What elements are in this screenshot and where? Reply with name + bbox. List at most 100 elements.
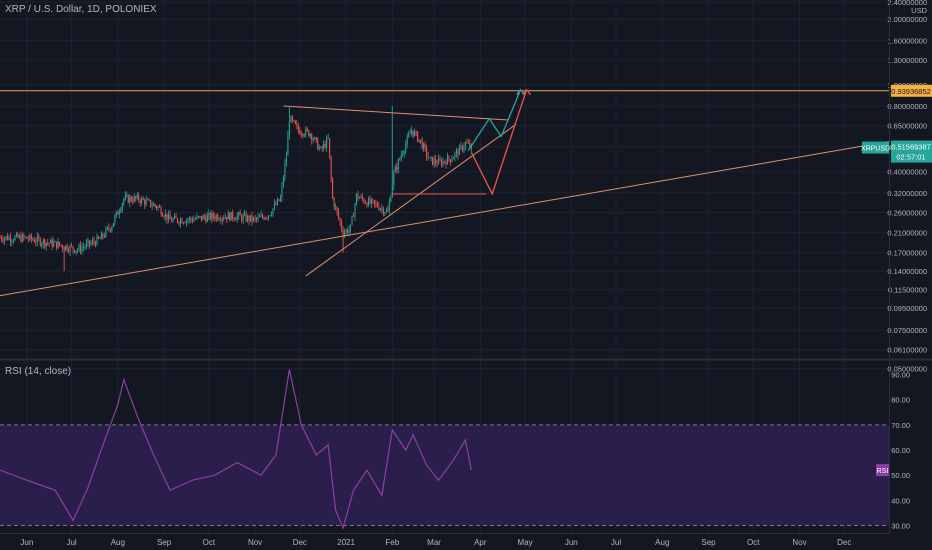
candle-body — [449, 159, 451, 162]
candle-body — [48, 242, 50, 244]
candle-body — [411, 130, 413, 134]
candle-body — [272, 208, 274, 214]
candle-body — [77, 249, 79, 251]
candle-body — [276, 199, 278, 205]
long-support-trendline — [0, 140, 890, 297]
candle-body — [88, 240, 91, 245]
candle-body — [74, 249, 76, 253]
countdown-timer: 02:57:01 — [896, 153, 925, 162]
candle-body — [205, 217, 207, 222]
candle-body — [443, 161, 446, 162]
y-tick-label: 0.17000000 — [887, 249, 927, 258]
x-tick-label: Dec — [837, 538, 851, 547]
candle-body — [65, 245, 67, 250]
candle-body — [430, 157, 432, 158]
candle-body — [159, 206, 161, 208]
candle-body — [306, 128, 308, 131]
candle-body — [448, 156, 450, 160]
candle-body — [8, 237, 10, 240]
bullish-projection-path — [467, 89, 522, 151]
candle-body — [5, 236, 7, 239]
candle-body — [333, 198, 335, 207]
candle-body — [442, 161, 444, 166]
candle-body — [103, 236, 105, 237]
candle-body — [390, 197, 392, 202]
candle-body — [378, 206, 380, 210]
candle-body — [114, 216, 116, 224]
candle-body — [348, 229, 350, 233]
candle-body — [263, 217, 265, 220]
candle-body — [361, 196, 363, 200]
candle-body — [256, 218, 258, 220]
candle-body — [354, 204, 356, 217]
candle-body — [60, 245, 62, 247]
candle-body — [266, 217, 268, 219]
candle-body — [372, 199, 374, 201]
y-tick-label: 2.40000000 — [887, 0, 927, 7]
rsi-tick-label: 30.00 — [891, 521, 910, 530]
candle-body — [455, 150, 457, 153]
candle-body — [148, 199, 150, 201]
rsi-tick-label: 70.00 — [891, 421, 910, 430]
candle-body — [173, 216, 176, 219]
candle-body — [230, 211, 232, 221]
candle-body — [235, 219, 237, 221]
candle-body — [62, 245, 64, 249]
triangle-upper-line — [283, 105, 509, 121]
candle-body — [269, 215, 271, 216]
candle-body — [296, 123, 298, 126]
candle-body — [357, 193, 359, 199]
candle-body — [335, 206, 337, 208]
candle-body — [259, 216, 261, 218]
y-tick-label: 0.06100000 — [887, 346, 927, 355]
candle-body — [72, 246, 74, 250]
candle-body — [420, 139, 422, 141]
candle-body — [17, 233, 19, 238]
x-tick-label: Jun — [565, 538, 578, 547]
y-tick-label: 0.32000000 — [887, 189, 927, 198]
candle-body — [21, 234, 23, 242]
candle-body — [391, 185, 393, 198]
candle-body — [429, 157, 431, 159]
candle-body — [144, 199, 146, 205]
candle-body — [138, 195, 140, 201]
candle-body — [171, 219, 173, 222]
candle-body — [248, 215, 250, 221]
candle-body — [57, 242, 59, 249]
candle-body — [463, 147, 465, 150]
candle-body — [376, 203, 378, 207]
y-tick-label: 0.26000000 — [887, 208, 927, 217]
candle-body — [203, 215, 205, 218]
candle-body — [181, 219, 183, 224]
rsi-band — [0, 424, 889, 526]
candle-body — [247, 215, 249, 221]
candle-body — [54, 241, 56, 243]
candle-body — [424, 143, 426, 148]
candle-body — [191, 219, 193, 222]
candle-body — [178, 221, 180, 224]
candle-body — [233, 218, 235, 220]
candle-body — [11, 240, 13, 242]
candle-body — [150, 200, 152, 207]
candle-body — [239, 212, 241, 216]
candle-body — [309, 134, 311, 137]
candle-body — [287, 134, 289, 156]
candle-body — [188, 217, 190, 220]
candle-body — [193, 219, 195, 222]
candle-body — [36, 236, 38, 243]
candle-body — [184, 222, 186, 224]
x-tick-label: Jul — [66, 538, 76, 547]
candle-body — [461, 145, 463, 150]
y-tick-label: 0.11500000 — [888, 286, 927, 295]
candle-body — [253, 217, 255, 221]
candle-body — [20, 235, 22, 242]
candle-body — [382, 208, 384, 214]
candle-body — [405, 143, 407, 152]
candle-body — [84, 246, 86, 248]
candle-body — [320, 146, 322, 148]
candle-body — [435, 159, 437, 163]
candle-body — [254, 217, 256, 219]
candle-body — [100, 233, 102, 239]
candle-body — [162, 214, 164, 217]
